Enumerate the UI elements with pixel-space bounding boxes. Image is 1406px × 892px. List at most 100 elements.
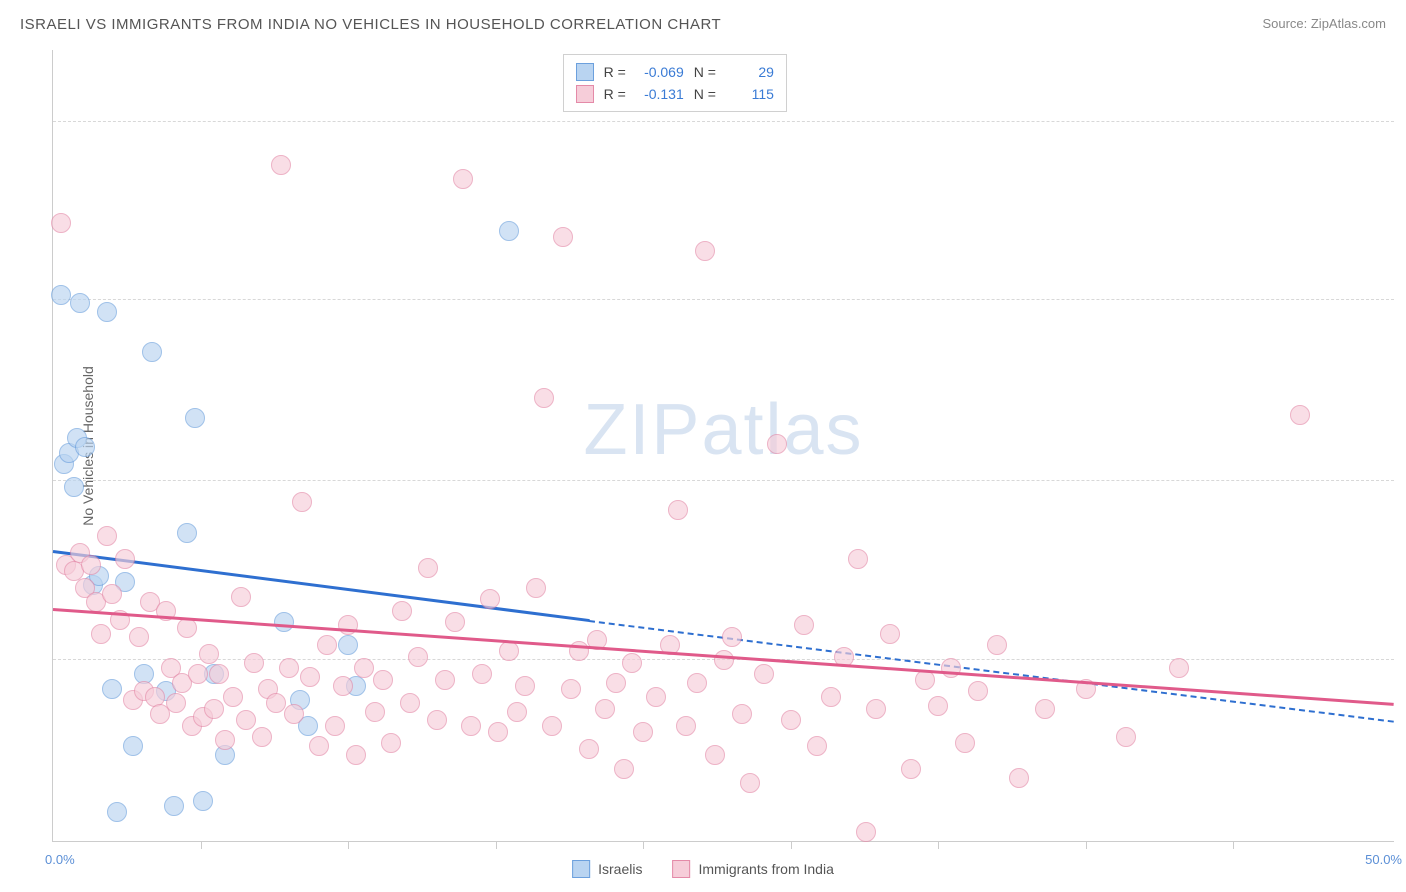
watermark-zip: ZIP	[583, 390, 701, 470]
data-point	[633, 722, 653, 742]
legend-item-series1: Israelis	[572, 860, 642, 878]
data-point	[266, 693, 286, 713]
y-tick-label: 18.8%	[1400, 293, 1406, 308]
data-point	[142, 342, 162, 362]
data-point	[373, 670, 393, 690]
data-point	[252, 727, 272, 747]
data-point	[1290, 405, 1310, 425]
data-point	[901, 759, 921, 779]
data-point	[309, 736, 329, 756]
data-point	[75, 437, 95, 457]
data-point	[51, 213, 71, 233]
data-point	[955, 733, 975, 753]
data-point	[488, 722, 508, 742]
data-point	[606, 673, 626, 693]
watermark: ZIPatlas	[583, 389, 863, 471]
data-point	[365, 702, 385, 722]
data-point	[274, 612, 294, 632]
N-label: N =	[694, 61, 716, 83]
data-point	[333, 676, 353, 696]
data-point	[418, 558, 438, 578]
series1-N-value: 29	[726, 61, 774, 83]
data-point	[292, 492, 312, 512]
data-point	[354, 658, 374, 678]
data-point	[767, 434, 787, 454]
data-point	[381, 733, 401, 753]
x-tick	[938, 841, 939, 849]
data-point	[400, 693, 420, 713]
data-point	[408, 647, 428, 667]
data-point	[507, 702, 527, 722]
data-point	[177, 523, 197, 543]
swatch-series1	[576, 63, 594, 81]
data-point	[526, 578, 546, 598]
gridline	[53, 480, 1394, 481]
x-tick	[791, 841, 792, 849]
data-point	[81, 555, 101, 575]
R-label: R =	[604, 61, 626, 83]
source-link[interactable]: ZipAtlas.com	[1311, 16, 1386, 31]
legend-swatch-series1	[572, 860, 590, 878]
data-point	[646, 687, 666, 707]
chart-source: Source: ZipAtlas.com	[1262, 16, 1386, 31]
legend-item-series2: Immigrants from India	[672, 860, 833, 878]
y-tick-label: 12.5%	[1400, 474, 1406, 489]
data-point	[676, 716, 696, 736]
data-point	[215, 730, 235, 750]
data-point	[279, 658, 299, 678]
data-point	[668, 500, 688, 520]
data-point	[968, 681, 988, 701]
data-point	[185, 408, 205, 428]
data-point	[1116, 727, 1136, 747]
data-point	[97, 526, 117, 546]
data-point	[236, 710, 256, 730]
data-point	[317, 635, 337, 655]
data-point	[595, 699, 615, 719]
series2-N-value: 115	[726, 83, 774, 105]
x-tick	[496, 841, 497, 849]
stats-row-series2: R = -0.131 N = 115	[576, 83, 774, 105]
data-point	[534, 388, 554, 408]
data-point	[188, 664, 208, 684]
data-point	[732, 704, 752, 724]
legend-label-series1: Israelis	[598, 861, 642, 877]
data-point	[107, 802, 127, 822]
data-point	[102, 679, 122, 699]
scatter-chart: ZIPatlas 0.0% 50.0% R = -0.069 N = 29 R …	[52, 50, 1394, 842]
data-point	[941, 658, 961, 678]
data-point	[193, 791, 213, 811]
data-point	[346, 745, 366, 765]
data-point	[866, 699, 886, 719]
data-point	[284, 704, 304, 724]
R-label: R =	[604, 83, 626, 105]
data-point	[794, 615, 814, 635]
data-point	[579, 739, 599, 759]
data-point	[164, 796, 184, 816]
data-point	[338, 635, 358, 655]
data-point	[129, 627, 149, 647]
data-point	[392, 601, 412, 621]
data-point	[64, 477, 84, 497]
data-point	[453, 169, 473, 189]
gridline	[53, 299, 1394, 300]
data-point	[300, 667, 320, 687]
data-point	[445, 612, 465, 632]
data-point	[209, 664, 229, 684]
data-point	[231, 587, 251, 607]
data-point	[754, 664, 774, 684]
data-point	[325, 716, 345, 736]
data-point	[1169, 658, 1189, 678]
series2-R-value: -0.131	[636, 83, 684, 105]
stats-row-series1: R = -0.069 N = 29	[576, 61, 774, 83]
data-point	[1009, 768, 1029, 788]
data-point	[561, 679, 581, 699]
data-point	[542, 716, 562, 736]
data-point	[821, 687, 841, 707]
data-point	[472, 664, 492, 684]
correlation-stats-box: R = -0.069 N = 29 R = -0.131 N = 115	[563, 54, 787, 112]
legend-label-series2: Immigrants from India	[698, 861, 833, 877]
x-tick	[1086, 841, 1087, 849]
data-point	[781, 710, 801, 730]
legend-swatch-series2	[672, 860, 690, 878]
data-point	[480, 589, 500, 609]
